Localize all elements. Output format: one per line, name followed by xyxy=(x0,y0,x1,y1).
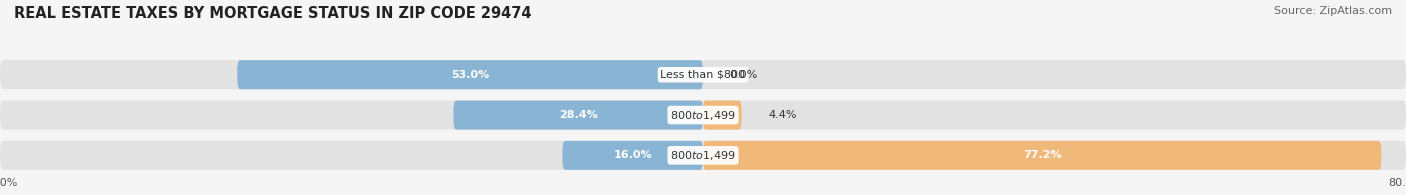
Text: 16.0%: 16.0% xyxy=(613,150,652,160)
Text: $800 to $1,499: $800 to $1,499 xyxy=(671,109,735,121)
FancyBboxPatch shape xyxy=(703,101,742,129)
Text: Less than $800: Less than $800 xyxy=(661,70,745,80)
Text: 53.0%: 53.0% xyxy=(451,70,489,80)
Text: 4.4%: 4.4% xyxy=(768,110,797,120)
FancyBboxPatch shape xyxy=(454,101,703,129)
FancyBboxPatch shape xyxy=(0,101,1406,129)
FancyBboxPatch shape xyxy=(238,60,703,89)
Text: 0.0%: 0.0% xyxy=(730,70,758,80)
Text: REAL ESTATE TAXES BY MORTGAGE STATUS IN ZIP CODE 29474: REAL ESTATE TAXES BY MORTGAGE STATUS IN … xyxy=(14,6,531,21)
FancyBboxPatch shape xyxy=(562,141,703,170)
Text: Source: ZipAtlas.com: Source: ZipAtlas.com xyxy=(1274,6,1392,16)
FancyBboxPatch shape xyxy=(0,60,1406,89)
Text: $800 to $1,499: $800 to $1,499 xyxy=(671,149,735,162)
Text: 77.2%: 77.2% xyxy=(1024,150,1062,160)
Text: 28.4%: 28.4% xyxy=(558,110,598,120)
FancyBboxPatch shape xyxy=(703,141,1381,170)
FancyBboxPatch shape xyxy=(0,141,1406,170)
